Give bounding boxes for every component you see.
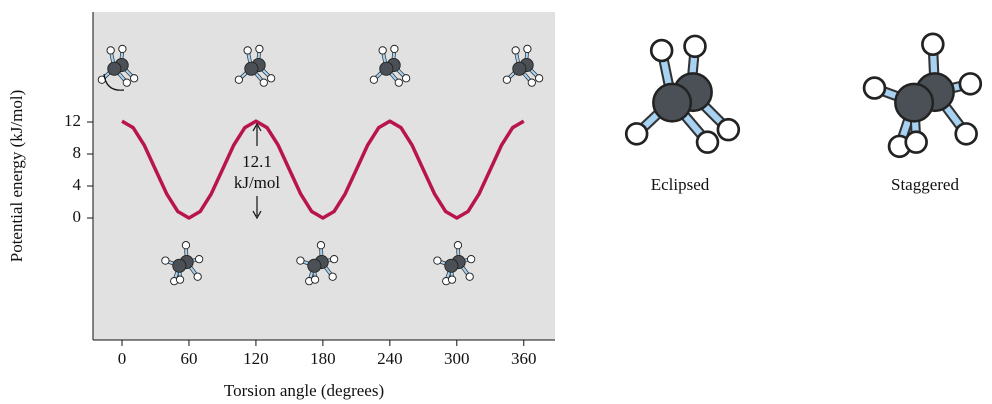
y-tick-label: 0 — [73, 207, 82, 226]
staggered-label: Staggered — [891, 175, 959, 194]
y-axis-title: Potential energy (kJ/mol) — [7, 90, 26, 263]
x-tick-label: 240 — [377, 349, 403, 368]
y-tick-label: 8 — [73, 143, 82, 162]
y-tick-label: 12 — [64, 111, 81, 130]
x-tick-label: 120 — [243, 349, 269, 368]
eclipsed-label: Eclipsed — [651, 175, 710, 194]
annotation: 12.1 — [242, 152, 272, 171]
figure: 04812060120180240300360 Eclipsed Stagger… — [0, 0, 992, 404]
x-tick-label: 60 — [180, 349, 197, 368]
eclipsed-molecule-large — [626, 36, 739, 153]
x-tick-label: 360 — [511, 349, 537, 368]
x-axis-title: Torsion angle (degrees) — [224, 381, 384, 400]
x-tick-label: 180 — [310, 349, 336, 368]
x-tick-label: 0 — [118, 349, 127, 368]
x-tick-label: 300 — [444, 349, 470, 368]
annotation-unit: kJ/mol — [234, 173, 281, 192]
y-tick-label: 4 — [73, 175, 82, 194]
staggered-molecule-large — [864, 34, 981, 157]
